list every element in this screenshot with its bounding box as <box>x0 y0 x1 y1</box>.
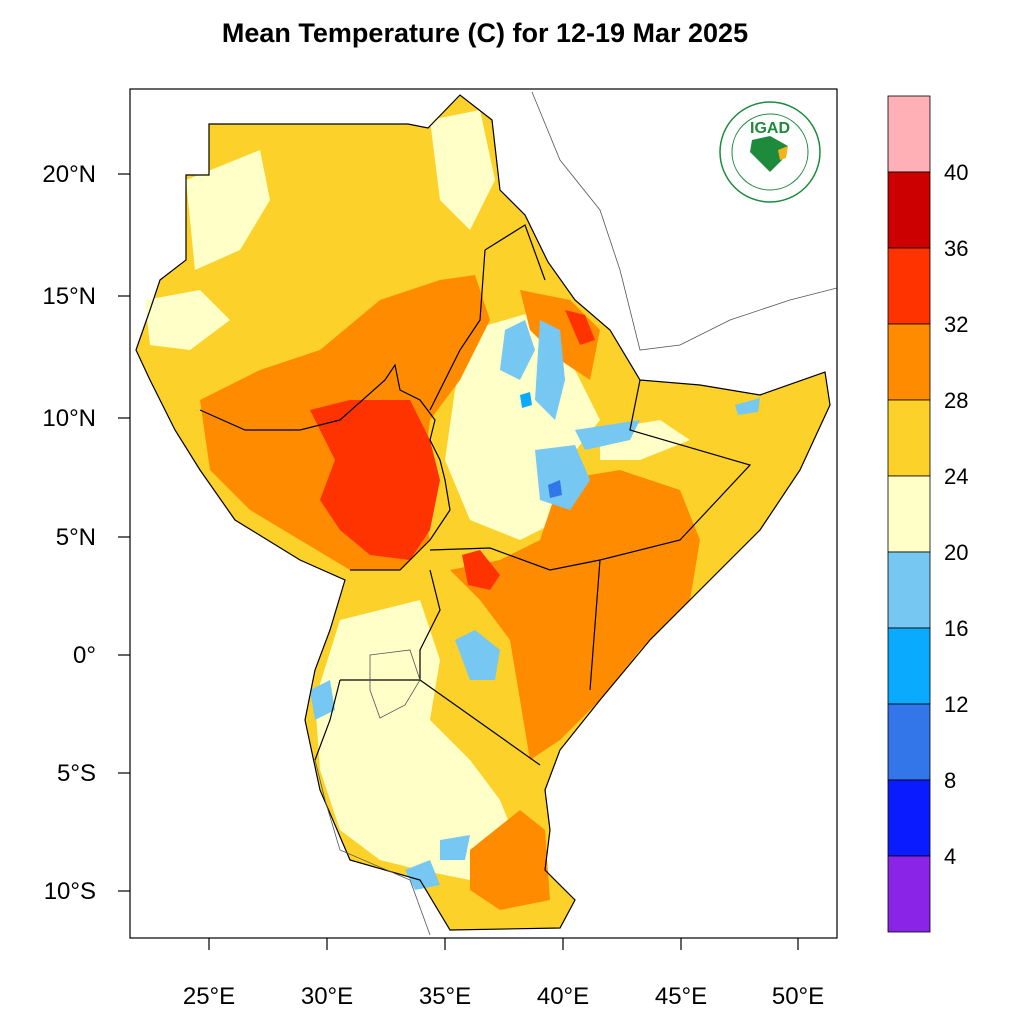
map-title: Mean Temperature (C) for 12-19 Mar 2025 <box>221 18 749 48</box>
zone-28-32-tanzania <box>470 810 550 910</box>
country-borders <box>135 94 831 931</box>
colorbar-label: 20 <box>944 540 968 565</box>
zone-16-20-kenya-highlands <box>455 630 500 680</box>
lat-label-5s: 5°S <box>57 760 96 787</box>
colorbar-swatch <box>887 627 931 705</box>
zone-8-12-bale-peak <box>548 480 562 498</box>
zone-12-16-simien <box>520 392 532 408</box>
colorbar-label: 8 <box>944 768 956 793</box>
lon-label-25e: 25°E <box>183 983 235 1010</box>
zone-16-20-bale <box>575 420 640 450</box>
colorbar-swatch <box>887 703 931 781</box>
zone-16-20-rwenzori <box>310 680 335 720</box>
zone-32-36-turkana <box>462 550 500 590</box>
lon-label-45e: 45°E <box>655 983 707 1010</box>
colorbar-label: 12 <box>944 692 968 717</box>
colorbar-label: 4 <box>944 844 956 869</box>
zone-16-20-ethiopia-central <box>535 320 565 420</box>
zone-16-20-ethiopia-north <box>500 320 535 380</box>
zone-32-36-danakil <box>565 310 595 345</box>
zone-16-20-southern-highlands <box>440 835 470 860</box>
zone-28-32-somalia-kenya <box>450 470 700 760</box>
colorbar-label: 16 <box>944 616 968 641</box>
lat-label-5n: 5°N <box>56 524 96 551</box>
context-lines <box>314 91 837 936</box>
lat-label-10n: 10°N <box>42 405 96 432</box>
colorbar-swatch <box>887 399 931 477</box>
colorbar-label: 32 <box>944 312 968 337</box>
lon-label-30e: 30°E <box>301 983 353 1010</box>
zone-20-24-sahara <box>186 150 270 270</box>
colorbar-label: 40 <box>944 160 968 185</box>
lon-label-40e: 40°E <box>537 983 589 1010</box>
colorbar-swatch <box>887 171 931 249</box>
colorbar-swatch <box>887 855 931 933</box>
map-frame <box>129 88 838 939</box>
igad-logo: IGAD <box>719 101 821 203</box>
lat-ticks <box>118 173 130 892</box>
colorbar-swatch <box>887 475 931 553</box>
lon-labels: 25°E 30°E 35°E 40°E 45°E 50°E <box>183 983 824 1010</box>
colorbar-swatch <box>887 551 931 629</box>
zone-16-20-tanzania-south <box>405 860 440 890</box>
lat-label-10s: 10°S <box>44 878 96 905</box>
lon-label-50e: 50°E <box>772 983 824 1010</box>
lat-label-20n: 20°N <box>42 161 96 188</box>
zone-20-24-chad <box>145 290 230 350</box>
colorbar-swatch <box>887 247 931 325</box>
colorbar-label: 28 <box>944 388 968 413</box>
zone-20-24-redsea <box>430 110 495 230</box>
colorbar-swatch <box>887 323 931 401</box>
zone-16-20-ethiopia-south <box>535 445 590 510</box>
colorbar-label: 24 <box>944 464 968 489</box>
land-shading <box>135 91 837 936</box>
colorbar-swatch <box>887 95 931 173</box>
colorbar-swatch <box>887 779 931 857</box>
lon-label-35e: 35°E <box>419 983 471 1010</box>
logo-name: IGAD <box>750 120 790 137</box>
colorbar-label: 36 <box>944 236 968 261</box>
lat-label-0: 0° <box>73 642 96 669</box>
lat-labels: 20°N 15°N 10°N 5°N 0° 5°S 10°S <box>42 161 96 905</box>
africa-icon <box>750 136 788 172</box>
zone-20-24-lakes <box>315 600 520 880</box>
lon-ticks <box>208 938 799 950</box>
zone-16-20-somaliland <box>735 398 760 415</box>
zone-32-36-south-sudan <box>310 400 440 560</box>
colorbar: 40 36 32 28 24 20 16 12 8 4 <box>887 95 968 933</box>
lat-label-15n: 15°N <box>42 283 96 310</box>
